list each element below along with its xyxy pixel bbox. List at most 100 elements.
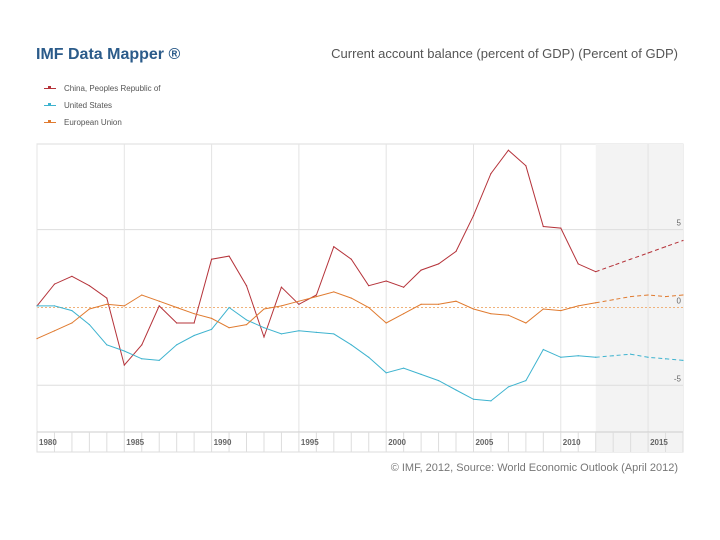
data-point xyxy=(176,322,178,324)
x-tick-label: 1990 xyxy=(214,438,232,447)
data-point xyxy=(385,322,387,324)
data-point xyxy=(263,308,265,310)
data-point xyxy=(420,269,422,271)
data-point xyxy=(630,353,632,355)
data-point xyxy=(612,264,614,267)
x-tick-label: 1995 xyxy=(301,438,319,447)
data-point xyxy=(490,172,492,175)
data-point xyxy=(542,225,544,228)
series-projection-1 xyxy=(595,353,684,361)
data-point xyxy=(682,294,684,296)
data-point xyxy=(298,330,300,332)
data-point xyxy=(263,336,265,338)
plot-frame xyxy=(36,143,684,453)
data-point xyxy=(560,309,562,312)
data-point xyxy=(36,305,38,307)
data-point xyxy=(280,286,283,288)
projection-shade xyxy=(595,144,683,452)
data-point xyxy=(595,356,597,358)
legend-swatch xyxy=(44,120,56,123)
data-point xyxy=(455,389,457,391)
data-point xyxy=(106,303,108,305)
x-tick-label: 2015 xyxy=(650,438,668,447)
data-point xyxy=(490,400,492,402)
series-projection-0 xyxy=(595,240,684,273)
data-point xyxy=(595,302,597,304)
data-point xyxy=(228,327,230,329)
data-point xyxy=(437,263,440,265)
legend-swatch xyxy=(44,86,56,89)
data-point xyxy=(403,286,405,288)
data-point xyxy=(333,291,335,293)
data-point xyxy=(280,333,283,335)
data-point xyxy=(36,337,38,340)
data-point xyxy=(88,308,90,310)
legend: China, Peoples Republic of United States E… xyxy=(44,80,161,131)
y-tick-label: 5 xyxy=(677,219,682,228)
data-point xyxy=(525,380,527,382)
data-point xyxy=(88,323,90,326)
data-point xyxy=(315,331,317,333)
data-point xyxy=(630,258,632,260)
data-point xyxy=(664,295,667,298)
data-point xyxy=(560,227,562,229)
data-point xyxy=(106,344,108,346)
data-point xyxy=(577,263,579,265)
data-point xyxy=(403,367,405,369)
x-tick-label: 2000 xyxy=(388,438,406,447)
data-point xyxy=(280,305,283,307)
data-point xyxy=(350,344,352,346)
legend-label: United States xyxy=(64,101,113,110)
data-point xyxy=(664,246,667,248)
data-point xyxy=(123,305,125,307)
data-point xyxy=(193,322,195,324)
data-point xyxy=(158,300,160,302)
data-point xyxy=(298,303,300,305)
data-point xyxy=(228,306,230,309)
y-tick-label: 0 xyxy=(677,296,682,305)
data-point xyxy=(210,317,213,319)
data-point xyxy=(682,359,684,361)
data-point xyxy=(682,239,684,242)
legend-entry[interactable]: European Union xyxy=(44,114,161,131)
data-point xyxy=(647,294,649,296)
data-point xyxy=(176,306,178,309)
data-point xyxy=(71,309,73,312)
data-point xyxy=(141,344,143,346)
data-point xyxy=(472,215,475,217)
data-point xyxy=(385,372,387,374)
data-point xyxy=(472,308,475,310)
series-projection-2 xyxy=(595,294,684,304)
data-point xyxy=(385,280,387,282)
data-point xyxy=(350,258,352,260)
data-point xyxy=(455,250,457,253)
data-point xyxy=(263,327,265,329)
data-point xyxy=(664,358,667,360)
data-point xyxy=(210,328,213,330)
data-point xyxy=(437,303,440,305)
data-point xyxy=(507,149,510,151)
data-point xyxy=(158,305,160,307)
data-point xyxy=(123,350,125,352)
data-point xyxy=(437,380,440,382)
x-tick-label: 2005 xyxy=(475,438,493,447)
data-point xyxy=(403,313,405,315)
data-point xyxy=(71,275,73,277)
data-point xyxy=(245,323,248,326)
x-tick-label: 2010 xyxy=(563,438,581,447)
legend-entry[interactable]: China, Peoples Republic of xyxy=(44,80,161,97)
data-point xyxy=(577,305,579,307)
data-point xyxy=(141,358,143,360)
legend-entry[interactable]: United States xyxy=(44,97,161,114)
data-point xyxy=(542,348,544,351)
data-point xyxy=(193,313,195,315)
data-point xyxy=(333,333,335,335)
data-point xyxy=(368,306,370,309)
data-point xyxy=(245,285,248,287)
legend-swatch xyxy=(44,103,56,106)
data-point xyxy=(490,313,492,315)
data-point xyxy=(647,356,649,358)
data-point xyxy=(420,373,422,375)
data-point xyxy=(525,322,527,324)
